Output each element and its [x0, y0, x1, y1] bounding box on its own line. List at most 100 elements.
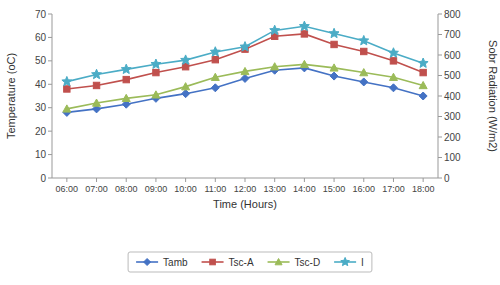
legend-label: Tamb	[163, 257, 188, 268]
point	[359, 35, 369, 44]
y2-tick	[438, 116, 442, 117]
point	[63, 105, 71, 112]
y-tick	[48, 178, 52, 179]
y-tick-label: 20	[35, 126, 47, 137]
x-tick-label: 14:00	[293, 184, 316, 194]
y-tick-label: 10	[35, 149, 47, 160]
point	[181, 55, 191, 64]
x-tick	[245, 178, 246, 182]
plot-area	[62, 21, 428, 116]
legend-item: Tsc-D	[268, 257, 321, 268]
x-tick	[393, 178, 394, 182]
point	[361, 48, 367, 54]
point	[390, 58, 396, 64]
x-tick-label: 15:00	[323, 184, 346, 194]
legend-item: Tamb	[136, 257, 188, 268]
x-tick	[423, 178, 424, 182]
y-axis	[52, 14, 53, 178]
y-tick-label: 30	[35, 102, 47, 113]
point	[62, 76, 72, 85]
legend-item: Tsc-A	[202, 257, 254, 268]
point	[182, 90, 190, 98]
y-axis-label: Temperature (oC)	[5, 53, 17, 139]
x-tick	[215, 178, 216, 182]
x-tick-label: 18:00	[412, 184, 435, 194]
x-tick-label: 09:00	[145, 184, 168, 194]
series-0	[63, 64, 427, 117]
y2-tick-label: 700	[444, 29, 461, 40]
point	[64, 86, 70, 92]
legend-items: Tamb Tsc-A Tsc-D I	[136, 257, 364, 268]
x-tick-label: 06:00	[56, 184, 79, 194]
point	[330, 72, 338, 80]
y2-tick	[438, 137, 442, 138]
y2-tick	[438, 96, 442, 97]
point	[331, 41, 337, 47]
chart: 06:0007:0008:0009:0010:0011:0012:0013:00…	[0, 0, 500, 285]
y-tick	[48, 37, 52, 38]
x-tick	[66, 178, 67, 182]
legend-label: Tsc-A	[229, 257, 254, 268]
point	[241, 74, 249, 82]
series-1	[64, 31, 427, 92]
x-tick	[185, 178, 186, 182]
point	[389, 48, 399, 57]
x-tick	[334, 178, 335, 182]
y-tick	[48, 14, 52, 15]
y2-tick-label: 300	[444, 111, 461, 122]
y-tick-label: 60	[35, 32, 47, 43]
point	[419, 81, 427, 88]
point	[92, 69, 102, 78]
point	[151, 59, 161, 68]
legend-label: I	[361, 257, 364, 268]
point	[419, 92, 427, 100]
y-tick	[48, 131, 52, 132]
point	[241, 67, 249, 74]
legend-label: Tsc-D	[295, 257, 321, 268]
y-tick	[48, 154, 52, 155]
point	[93, 99, 101, 106]
point	[240, 42, 250, 51]
point	[182, 64, 188, 70]
legend: Tamb Tsc-A Tsc-D I	[128, 252, 372, 272]
x-tick-label: 07:00	[85, 184, 108, 194]
point	[123, 76, 129, 82]
legend-swatch-marker	[341, 257, 350, 265]
point	[182, 83, 190, 90]
point	[360, 78, 368, 86]
legend-item: I	[334, 257, 364, 268]
y2-tick-label: 800	[444, 9, 461, 20]
y-tick-label: 70	[35, 9, 47, 20]
point	[122, 94, 130, 101]
y-tick	[48, 107, 52, 108]
x-tick-label: 16:00	[353, 184, 376, 194]
y2-tick	[438, 55, 442, 56]
point	[211, 84, 219, 92]
point	[153, 69, 159, 75]
y-tick	[48, 84, 52, 85]
y2-tick-label: 600	[444, 50, 461, 61]
point	[330, 64, 338, 71]
point	[360, 69, 368, 76]
y-tick	[48, 60, 52, 61]
x-tick	[274, 178, 275, 182]
series-line	[67, 26, 423, 81]
point	[121, 64, 131, 73]
y-tick-label: 50	[35, 55, 47, 66]
x-tick-label: 11:00	[204, 184, 226, 194]
y2-tick-label: 400	[444, 91, 461, 102]
x-tick-label: 17:00	[382, 184, 405, 194]
legend-swatch-marker	[210, 259, 216, 265]
series-3	[62, 21, 428, 86]
x-tick-label: 12:00	[234, 184, 257, 194]
y2-tick-label: 100	[444, 152, 461, 163]
point	[418, 58, 428, 67]
y2-tick	[438, 14, 442, 15]
legend-frame	[128, 252, 372, 272]
point	[270, 25, 280, 34]
x-tick	[363, 178, 364, 182]
x-tick-label: 10:00	[174, 184, 197, 194]
point	[420, 69, 426, 75]
x-tick-label: 08:00	[115, 184, 138, 194]
x-axis-label: Time (Hours)	[213, 198, 277, 210]
